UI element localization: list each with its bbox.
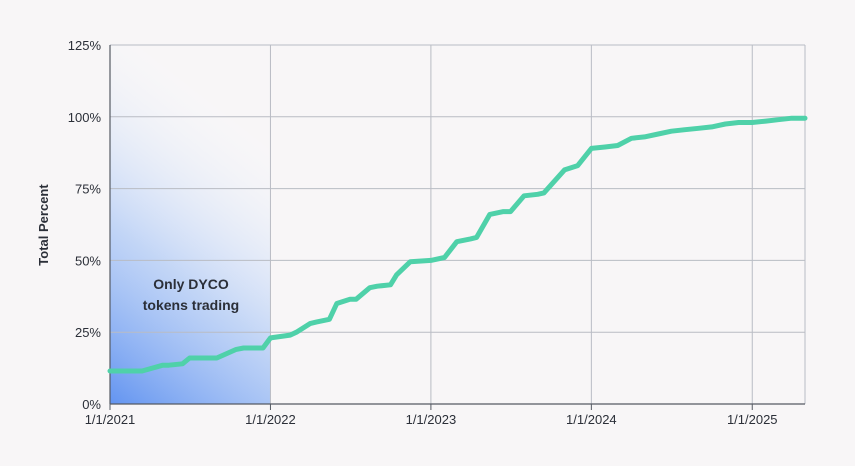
- x-tick-label: 1/1/2024: [566, 412, 617, 427]
- gridlines: [109, 44, 806, 410]
- x-tick-label: 1/1/2022: [245, 412, 296, 427]
- annotation-line-2: tokens trading: [143, 297, 239, 313]
- x-tick-label: 1/1/2023: [406, 412, 457, 427]
- y-tick-label: 125%: [68, 38, 102, 53]
- annotation-line-1: Only DYCO: [153, 276, 229, 292]
- y-axis-title: Total Percent: [36, 184, 51, 266]
- shaded-region: [110, 45, 271, 404]
- y-tick-label: 50%: [75, 253, 101, 268]
- y-tick-label: 100%: [68, 110, 102, 125]
- y-tick-label: 25%: [75, 325, 101, 340]
- x-tick-label: 1/1/2021: [85, 412, 136, 427]
- axes: [109, 45, 805, 405]
- series-line-0: [107, 115, 808, 374]
- x-tick-labels: 1/1/2021 1/1/2022 1/1/2023 1/1/2024 1/1/2025: [85, 412, 778, 427]
- x-tick-label: 1/1/2025: [727, 412, 778, 427]
- y-tick-label: 0%: [82, 397, 101, 412]
- series-group: [107, 115, 808, 374]
- y-tick-label: 75%: [75, 182, 101, 197]
- y-tick-labels: 0% 25% 50% 75% 100% 125%: [68, 38, 102, 412]
